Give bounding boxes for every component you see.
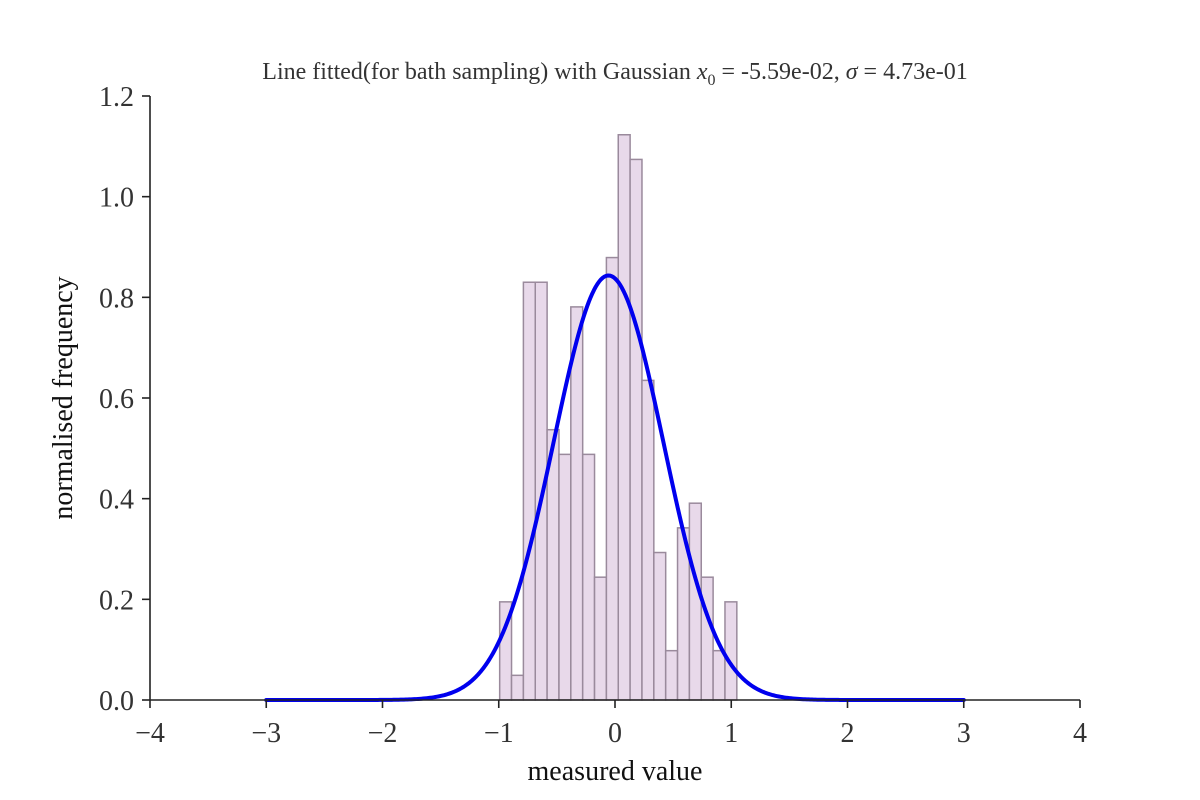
x-tick-label: −2 bbox=[368, 718, 398, 749]
x-tick-label: 0 bbox=[608, 718, 622, 749]
chart-title: Line fitted(for bath sampling) with Gaus… bbox=[262, 59, 967, 89]
title-x0-value: = -5.59e-02, bbox=[716, 59, 846, 85]
histogram-bar bbox=[629, 158, 643, 701]
x-axis-ticks: −4 −3 −2 −1 0 1 2 3 4 bbox=[135, 700, 1087, 749]
histogram-bars bbox=[498, 134, 738, 701]
y-axis-label: normalised frequency bbox=[48, 276, 79, 519]
title-sigma-symbol: σ bbox=[846, 59, 859, 85]
y-tick-label: 0.6 bbox=[99, 384, 134, 415]
title-x0-symbol: x bbox=[696, 59, 708, 85]
x-tick-label: −3 bbox=[251, 718, 281, 749]
histogram-bar bbox=[593, 576, 608, 701]
histogram-bar bbox=[558, 453, 572, 701]
x-tick-label: −1 bbox=[484, 718, 514, 749]
x-tick-label: −4 bbox=[135, 718, 165, 749]
x-axis-label: measured value bbox=[528, 756, 703, 787]
histogram-bar bbox=[700, 576, 714, 701]
title-sigma-value: = 4.73e-01 bbox=[858, 59, 968, 85]
x-tick-label: 2 bbox=[841, 718, 855, 749]
histogram-bar bbox=[664, 649, 679, 701]
y-tick-label: 0.8 bbox=[99, 283, 134, 314]
y-tick-label: 0.2 bbox=[99, 585, 134, 616]
histogram-bar bbox=[724, 601, 738, 701]
y-tick-label: 0.0 bbox=[99, 686, 134, 717]
x-tick-label: 4 bbox=[1073, 718, 1087, 749]
histogram-bar bbox=[712, 649, 726, 701]
histogram-bar bbox=[617, 134, 631, 701]
histogram-bar bbox=[510, 674, 525, 701]
y-tick-label: 0.4 bbox=[99, 485, 134, 516]
histogram-bar bbox=[605, 256, 620, 701]
histogram-bar bbox=[570, 306, 584, 701]
histogram-bar bbox=[641, 379, 655, 701]
histogram-bar bbox=[653, 551, 667, 701]
y-axis-ticks: 0.0 0.2 0.4 0.6 0.8 1.0 1.2 bbox=[99, 82, 150, 717]
title-x0-subscript: 0 bbox=[708, 72, 716, 89]
title-prefix: Line fitted(for bath sampling) with Gaus… bbox=[262, 59, 697, 85]
histogram-bar bbox=[688, 502, 703, 701]
y-tick-label: 1.0 bbox=[99, 183, 134, 214]
histogram-bar bbox=[522, 281, 537, 701]
histogram-bar bbox=[581, 453, 596, 701]
y-tick-label: 1.2 bbox=[99, 82, 134, 113]
x-tick-label: 1 bbox=[724, 718, 738, 749]
x-tick-label: 3 bbox=[957, 718, 971, 749]
